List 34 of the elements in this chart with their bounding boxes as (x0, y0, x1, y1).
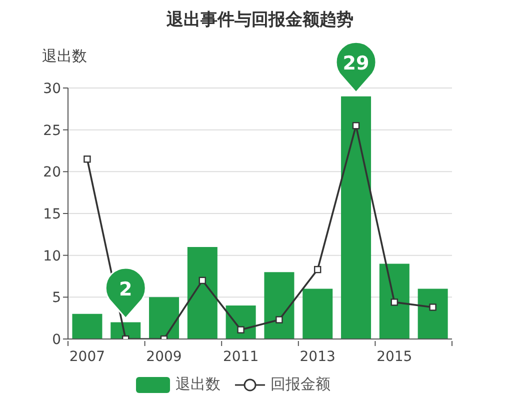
data-label: 29 (342, 52, 370, 74)
point (352, 122, 360, 130)
point (237, 326, 244, 334)
x-tick-label: 2015 (376, 349, 412, 365)
point (429, 304, 436, 311)
bar (379, 264, 410, 339)
x-tick-label: 2007 (69, 349, 106, 365)
bar (341, 96, 372, 339)
y-tick-label: 5 (52, 290, 61, 306)
y-tick-label: 30 (43, 80, 61, 97)
point (84, 156, 91, 163)
bar (302, 288, 333, 339)
x-tick-label: 2013 (300, 349, 336, 365)
bar (418, 288, 448, 339)
point (314, 266, 322, 274)
data-label: 2 (119, 278, 132, 300)
y-tick-label: 10 (43, 248, 61, 264)
chart-title: 退出事件与回报金额趋势 (166, 9, 354, 31)
bar (149, 297, 180, 339)
bar (264, 272, 294, 339)
x-tick-label: 2009 (146, 349, 182, 365)
y-tick-label: 25 (43, 122, 61, 139)
bar (72, 314, 102, 339)
legend-label: 回报金额 (270, 375, 330, 394)
point (390, 298, 398, 306)
legend-label: 退出数 (176, 375, 220, 394)
y-axis-title: 退出数 (42, 47, 87, 66)
bar (187, 246, 218, 339)
y-tick-label: 20 (43, 164, 61, 181)
x-tick-label: 2011 (222, 349, 259, 365)
y-tick-label: 0 (52, 332, 61, 348)
y-tick-label: 15 (43, 206, 61, 222)
point (276, 316, 283, 324)
point (198, 276, 206, 284)
